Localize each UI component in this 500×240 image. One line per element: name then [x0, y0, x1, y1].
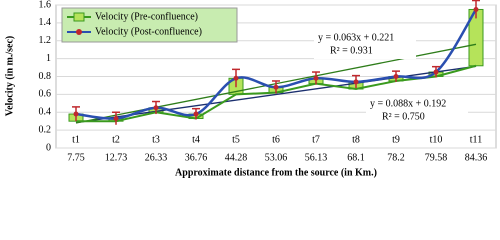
- y-tick-label: 1.6: [39, 0, 52, 10]
- point: [313, 75, 319, 81]
- y-tick-label: 0.2: [39, 124, 52, 135]
- point: [273, 84, 279, 90]
- point-label: t4: [192, 134, 200, 145]
- y-tick-label: 1: [46, 53, 51, 64]
- y-tick-label: 0: [46, 142, 51, 153]
- legend-box: [61, 7, 238, 43]
- annotation-bg: [314, 31, 416, 59]
- x-tick-label: 78.2: [387, 152, 405, 163]
- y-tick-label: 0.8: [39, 71, 52, 82]
- y-tick-label: 1.4: [39, 17, 52, 28]
- point-label: t9: [392, 134, 400, 145]
- x-tick-label: 68.1: [347, 152, 365, 163]
- point-label: t6: [272, 134, 280, 145]
- x-tick-label: 26.33: [145, 152, 168, 163]
- x-tick-label: 79.58: [425, 152, 448, 163]
- point-label: t3: [152, 134, 160, 145]
- point-label: t7: [312, 134, 320, 145]
- x-tick-label: 44.28: [225, 152, 248, 163]
- x-tick-label: 12.73: [105, 152, 128, 163]
- point: [153, 105, 159, 111]
- trend-equation: y = 0.088x + 0.192: [370, 98, 446, 109]
- x-tick-label: 7.75: [67, 152, 85, 163]
- annotation-bg: [366, 97, 468, 125]
- point-label: t2: [112, 134, 120, 145]
- point: [193, 111, 199, 117]
- y-axis-title: Velocity (in m./sec): [4, 36, 15, 116]
- point-label: t10: [430, 134, 443, 145]
- legend-label: Velocity (Post-confluence): [95, 26, 202, 37]
- x-tick-label: 56.13: [305, 152, 328, 163]
- point: [73, 111, 79, 117]
- x-tick-label: 84.36: [465, 152, 488, 163]
- trend-r2: R² = 0.931: [330, 45, 373, 56]
- point: [353, 79, 359, 85]
- point: [473, 6, 479, 12]
- point-label: t5: [232, 134, 240, 145]
- point-label: t1: [72, 134, 80, 145]
- y-tick-label: 0.4: [39, 107, 52, 118]
- y-tick-label: 1.2: [39, 35, 52, 46]
- legend-swatch: [73, 12, 85, 22]
- trend-r2: R² = 0.750: [382, 111, 425, 122]
- chart: Approximate distance from the source (in…: [4, 0, 497, 178]
- y-tick-label: 0.6: [39, 89, 52, 100]
- trendline: [75, 65, 477, 124]
- point: [233, 75, 239, 81]
- x-tick-label: 36.76: [185, 152, 208, 163]
- legend-label: Velocity (Pre-confluence): [95, 11, 198, 22]
- x-tick-label: 53.06: [265, 152, 288, 163]
- x-axis-title: Approximate distance from the source (in…: [175, 167, 377, 178]
- trend-equation: y = 0.063x + 0.221: [318, 32, 394, 43]
- point: [433, 69, 439, 75]
- point-label: t8: [352, 134, 360, 145]
- legend-swatch: [76, 29, 82, 35]
- point: [393, 74, 399, 79]
- point: [113, 116, 119, 122]
- point-label: t11: [470, 134, 482, 145]
